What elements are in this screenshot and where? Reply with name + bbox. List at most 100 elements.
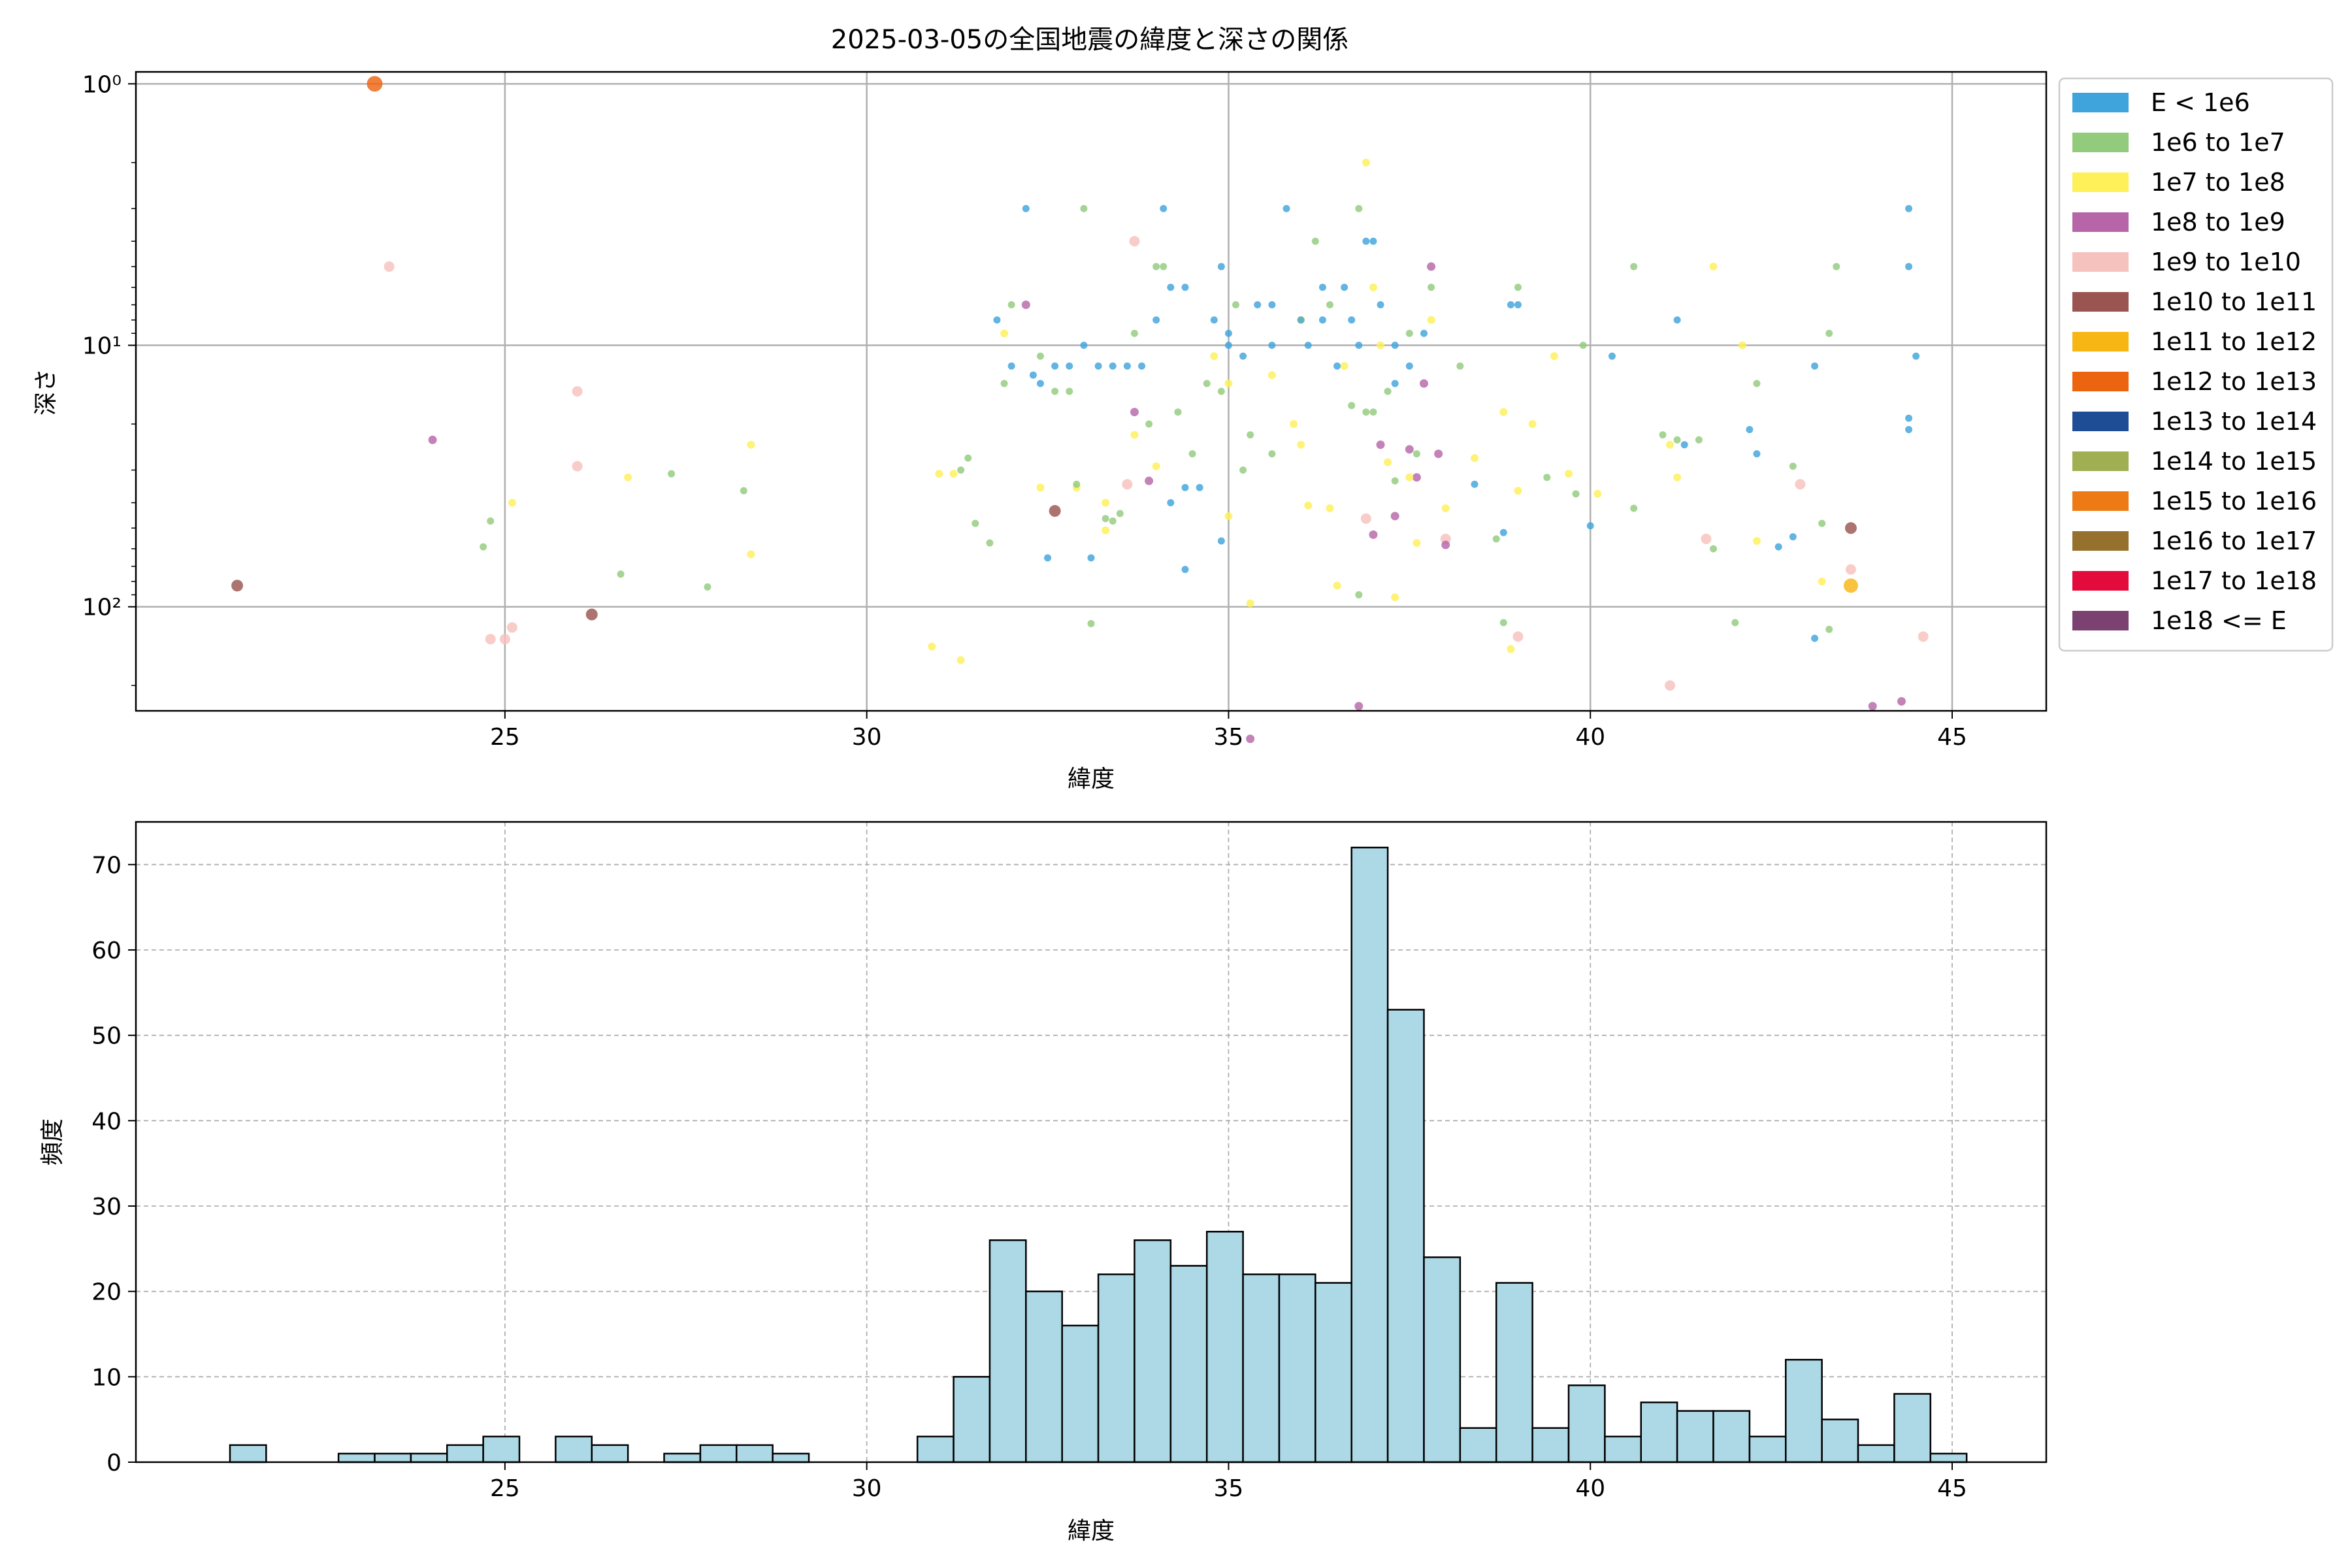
scatter-point bbox=[1282, 204, 1290, 212]
scatter-point bbox=[1036, 483, 1045, 492]
scatter-point bbox=[1290, 420, 1298, 429]
scatter-point bbox=[1420, 329, 1428, 337]
scatter-point bbox=[1049, 505, 1061, 517]
scatter-point bbox=[1369, 408, 1377, 416]
scatter-point bbox=[1405, 473, 1414, 482]
scatter-point bbox=[668, 470, 676, 478]
histogram-bar bbox=[1097, 1273, 1135, 1463]
scatter-point bbox=[1738, 341, 1746, 350]
scatter-point bbox=[1130, 329, 1138, 337]
scatter-point bbox=[740, 487, 747, 495]
scatter-point bbox=[1499, 529, 1507, 536]
scatter-point bbox=[428, 435, 437, 444]
scatter-point bbox=[1073, 480, 1081, 488]
histogram-x-tick-label: 45 bbox=[1937, 1475, 1967, 1502]
histogram-bar bbox=[1640, 1401, 1678, 1463]
scatter-point bbox=[949, 470, 958, 478]
scatter-point bbox=[1196, 483, 1203, 491]
histogram-bar bbox=[1350, 846, 1389, 1463]
scatter-point bbox=[1138, 362, 1146, 370]
histogram-bar bbox=[1495, 1282, 1533, 1463]
scatter-point bbox=[1348, 402, 1356, 410]
legend-label: 1e16 to 1e17 bbox=[2151, 527, 2317, 555]
scatter-point bbox=[1267, 371, 1276, 380]
histogram-x-ticks: 25 30 35 40 45 bbox=[490, 1462, 1967, 1502]
legend-label: 1e18 <= E bbox=[2151, 606, 2287, 635]
histogram-bar bbox=[555, 1435, 593, 1463]
scatter-point bbox=[1000, 329, 1009, 338]
histogram-y-tick-label: 30 bbox=[91, 1194, 122, 1220]
scatter-point bbox=[1666, 440, 1674, 449]
scatter-y-tick-label: 10¹ bbox=[82, 333, 122, 360]
scatter-point bbox=[1102, 526, 1110, 534]
histogram-bar bbox=[1857, 1444, 1895, 1463]
legend-swatch bbox=[2072, 412, 2129, 431]
scatter-point bbox=[1471, 454, 1479, 463]
scatter-point bbox=[956, 656, 965, 664]
scatter-point bbox=[1753, 380, 1761, 387]
scatter-point bbox=[1377, 341, 1385, 350]
legend-swatch bbox=[2072, 611, 2129, 630]
histogram-bar bbox=[916, 1435, 955, 1463]
histogram-bar bbox=[1893, 1393, 1932, 1463]
scatter-point bbox=[1441, 540, 1450, 549]
scatter-point bbox=[1297, 440, 1305, 449]
histogram-y-label: 頻度 bbox=[39, 1119, 66, 1166]
scatter-point bbox=[1673, 436, 1681, 444]
scatter-point bbox=[1752, 536, 1761, 545]
scatter-point bbox=[1586, 522, 1594, 530]
scatter-point bbox=[1593, 489, 1602, 498]
histogram-bar bbox=[1061, 1324, 1100, 1463]
histogram-y-tick-label: 40 bbox=[91, 1108, 122, 1135]
scatter-point bbox=[1844, 522, 1857, 534]
scatter-point bbox=[1355, 591, 1363, 598]
scatter-point bbox=[1066, 387, 1073, 395]
legend-label: 1e9 to 1e10 bbox=[2151, 248, 2301, 276]
scatter-point bbox=[1362, 158, 1370, 167]
scatter-y-ticks: 10⁰ 10¹ 10² bbox=[82, 71, 136, 686]
scatter-point bbox=[1384, 387, 1392, 395]
scatter-point bbox=[928, 642, 936, 651]
histogram-panel: 25 30 35 40 45 0 10 20 30 40 50 60 70 緯度 頻度 bbox=[39, 821, 2048, 1544]
scatter-point bbox=[1304, 342, 1312, 350]
scatter-point bbox=[1572, 490, 1580, 498]
legend-swatch bbox=[2072, 93, 2129, 112]
scatter-point bbox=[1528, 420, 1537, 429]
scatter-point bbox=[1326, 504, 1334, 512]
scatter-point bbox=[1000, 380, 1008, 387]
scatter-point bbox=[1247, 431, 1254, 439]
legend-label: 1e17 to 1e18 bbox=[2151, 566, 2317, 595]
scatter-point bbox=[1456, 362, 1464, 370]
scatter-point bbox=[1080, 204, 1088, 212]
scatter-point bbox=[1412, 473, 1421, 482]
scatter-point bbox=[1122, 479, 1133, 490]
histogram-bar bbox=[988, 1239, 1027, 1463]
scatter-point bbox=[1434, 449, 1443, 459]
scatter-point bbox=[1333, 581, 1341, 590]
scatter-point bbox=[1167, 284, 1175, 291]
histogram-y-tick-label: 0 bbox=[106, 1450, 122, 1477]
scatter-point bbox=[1109, 362, 1117, 370]
scatter-point bbox=[1217, 387, 1225, 395]
histogram-bar bbox=[1169, 1265, 1208, 1463]
scatter-point bbox=[747, 440, 755, 449]
scatter-point bbox=[935, 470, 943, 478]
scatter-point bbox=[1369, 237, 1377, 245]
legend-items: E < 1e6 1e6 to 1e7 1e7 to 1e8 1e8 to 1e9 1e9… bbox=[2072, 88, 2317, 635]
scatter-point bbox=[1160, 263, 1168, 270]
scatter-point bbox=[506, 622, 517, 633]
legend-label: 1e13 to 1e14 bbox=[2151, 407, 2317, 436]
scatter-point bbox=[1843, 578, 1858, 593]
legend-swatch bbox=[2072, 451, 2129, 471]
histogram-x-tick-label: 35 bbox=[1214, 1475, 1244, 1502]
scatter-point bbox=[1246, 599, 1254, 608]
scatter-point bbox=[572, 461, 583, 472]
scatter-point bbox=[1499, 408, 1508, 416]
scatter-point bbox=[367, 76, 383, 92]
scatter-point bbox=[1905, 263, 1913, 270]
scatter-point bbox=[1512, 631, 1524, 642]
legend-label: E < 1e6 bbox=[2151, 88, 2250, 117]
scatter-point bbox=[1514, 301, 1522, 309]
scatter-point bbox=[1102, 498, 1110, 507]
scatter-point bbox=[1130, 431, 1139, 439]
